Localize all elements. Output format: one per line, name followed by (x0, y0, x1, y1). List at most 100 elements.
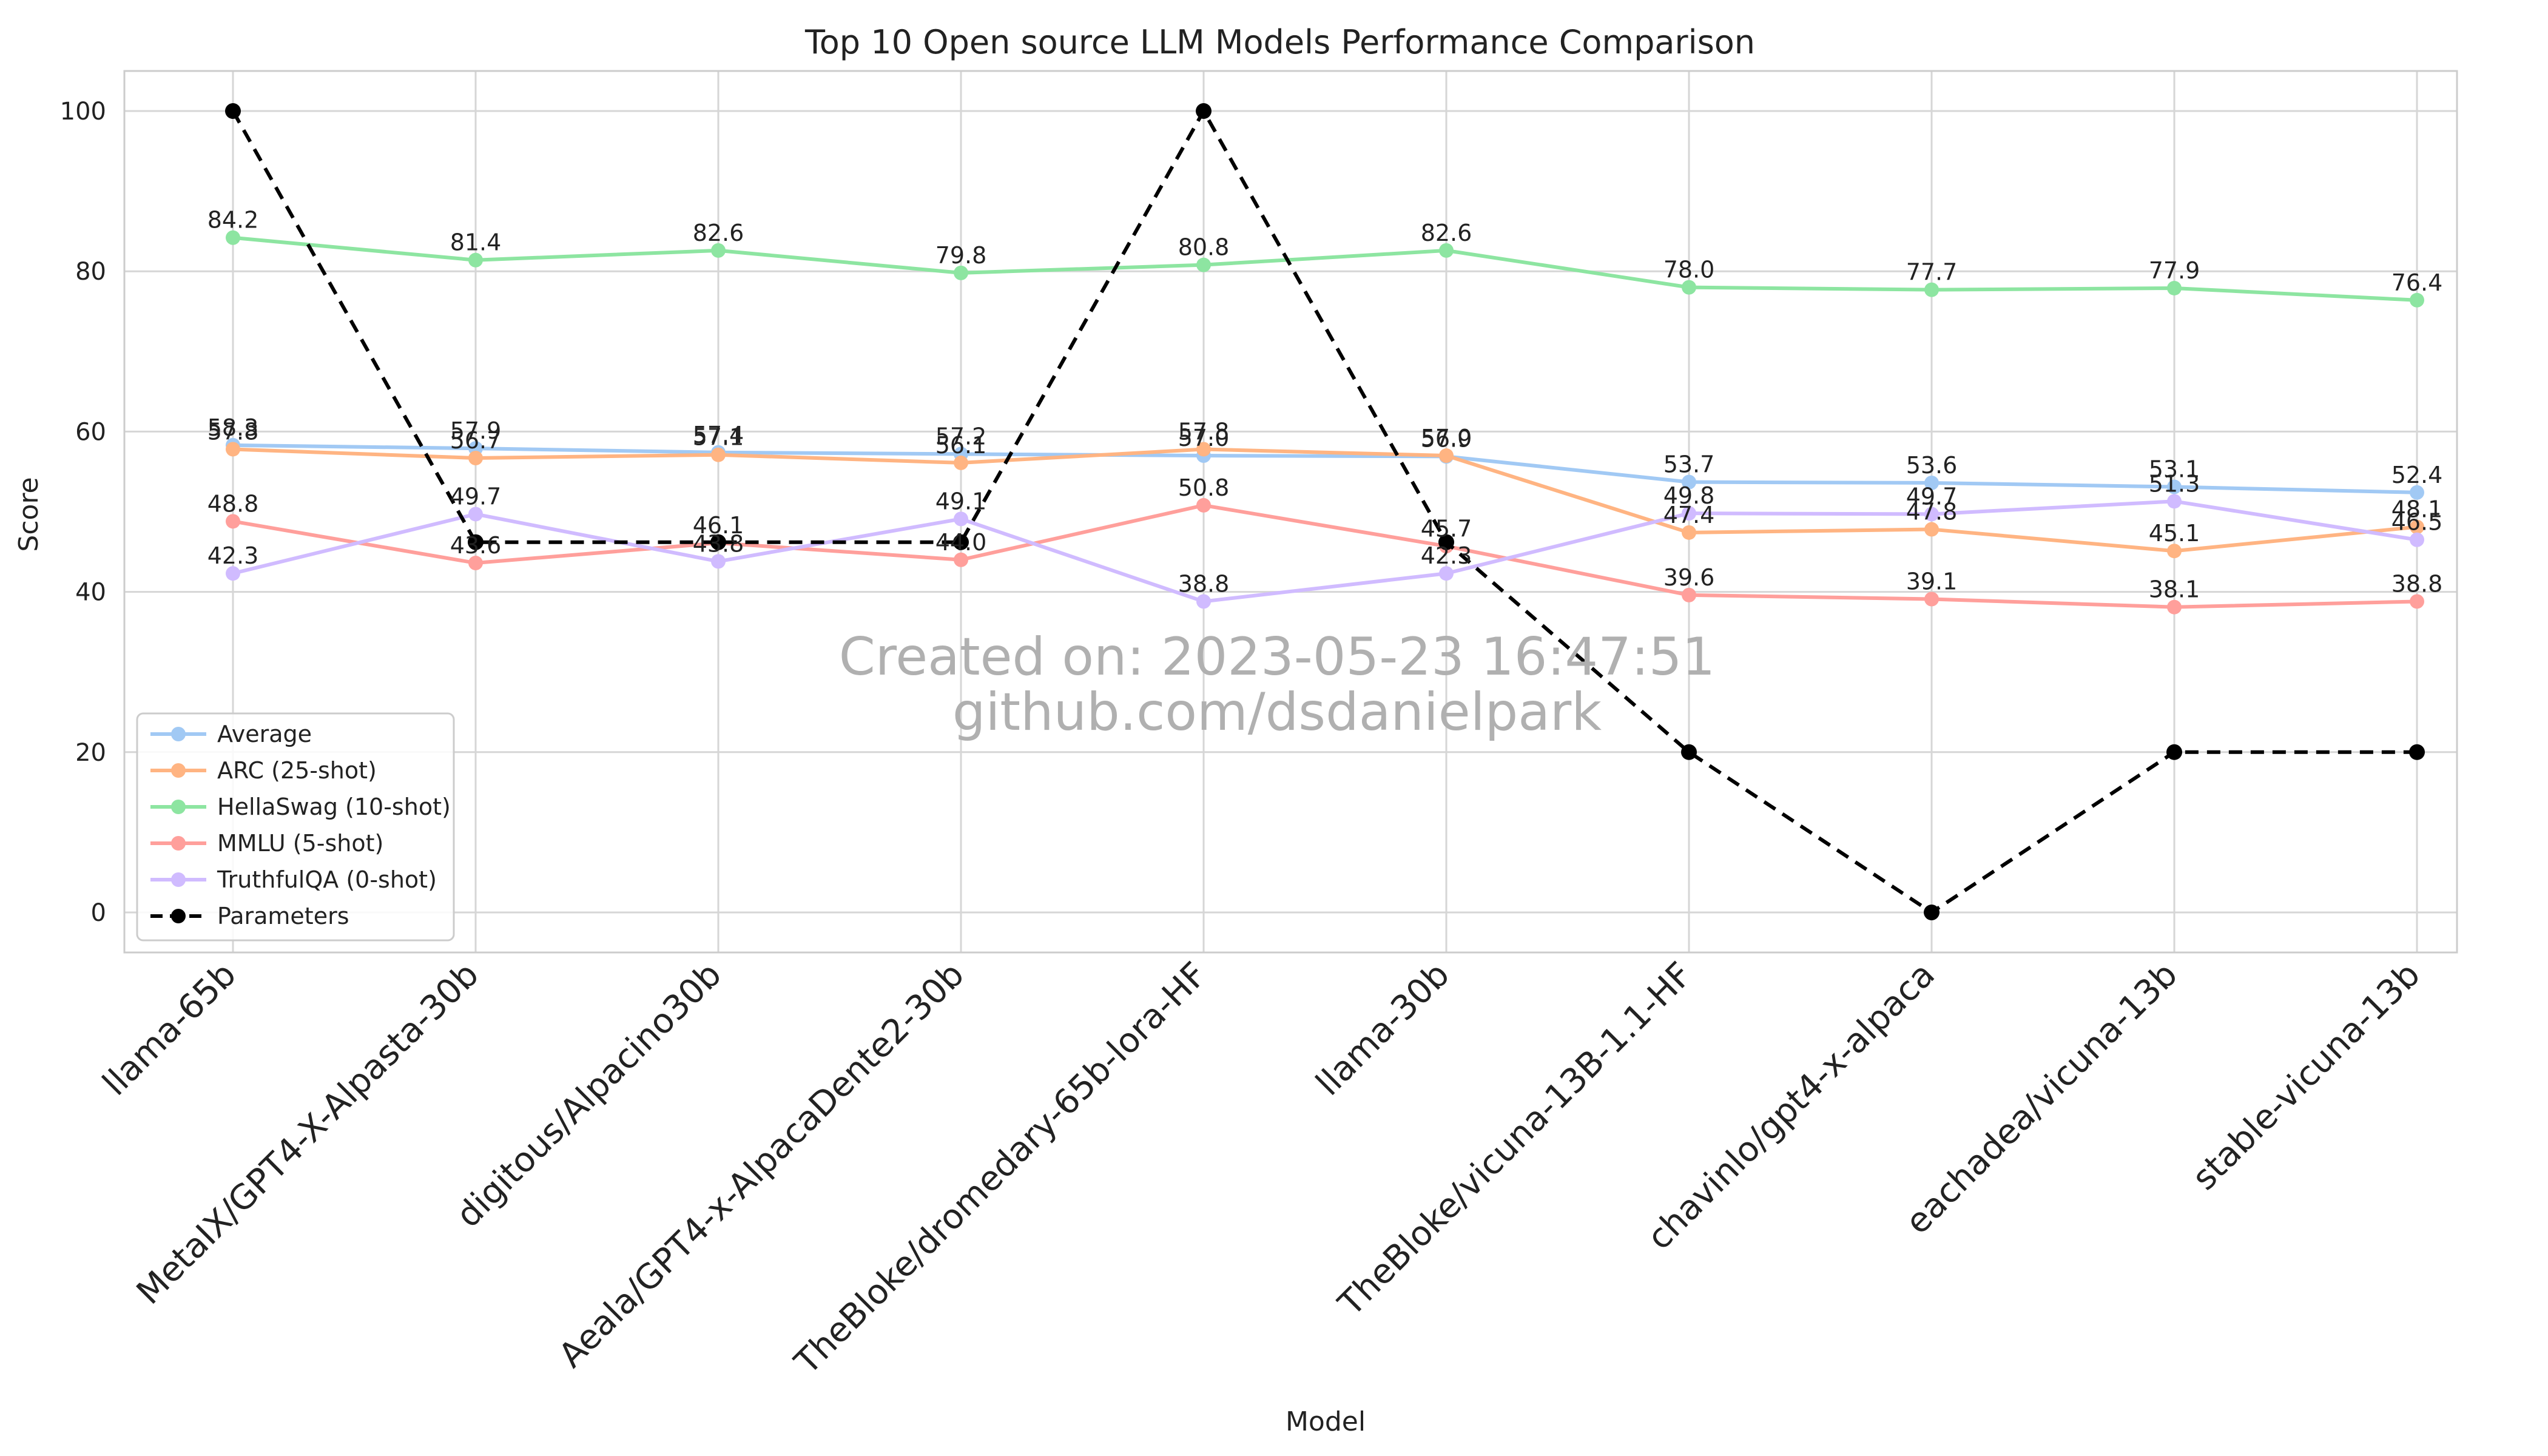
data-label: 56.7 (450, 427, 502, 454)
legend-box (136, 712, 455, 942)
series-line (232, 443, 2418, 494)
y-tick-label: 80 (75, 258, 106, 286)
data-label: 42.3 (207, 542, 259, 569)
data-point (1682, 280, 1696, 295)
data-point (1196, 257, 1211, 272)
y-tick-label: 0 (91, 899, 106, 927)
data-point (2410, 485, 2424, 500)
legend-label: Average (217, 721, 312, 747)
data-point (710, 534, 726, 550)
y-tick-label: 60 (75, 418, 106, 446)
data-label: 57.9 (450, 417, 502, 444)
data-label: 49.8 (1663, 482, 1715, 509)
data-label: 53.6 (1906, 452, 1958, 479)
legend-marker (171, 800, 186, 814)
data-point (225, 103, 241, 120)
x-axis-label: Model (1286, 1406, 1366, 1437)
data-label: 44.0 (935, 529, 987, 556)
data-label: 57.1 (693, 424, 744, 451)
data-point (2410, 594, 2424, 609)
data-point (468, 556, 483, 571)
legend-marker (171, 872, 186, 887)
data-label: 56.9 (1421, 425, 1472, 452)
plot-frame (123, 70, 2458, 954)
data-point (1924, 507, 1939, 522)
data-label: 38.1 (2149, 576, 2200, 603)
data-point (2167, 544, 2182, 559)
data-label: 38.8 (1178, 570, 1230, 597)
series-line (232, 235, 2418, 302)
chart-title: Top 10 Open source LLM Models Performanc… (804, 23, 1755, 61)
data-point (2167, 494, 2182, 509)
data-label: 82.6 (693, 220, 744, 246)
data-label: 82.6 (1421, 220, 1472, 246)
data-point (1682, 525, 1696, 540)
data-point (1924, 522, 1939, 537)
data-labels-layer: 58.3 57.9 57.4 57.2 57.0 56.953.7 53.6 53.1 52.4… (207, 207, 2443, 603)
legend-marker (171, 836, 186, 851)
series-hellaswag-10-shot (226, 230, 2424, 308)
series-parameters (225, 103, 2425, 920)
data-point (954, 552, 968, 567)
data-label: 48.1 (2391, 496, 2443, 523)
data-point (1924, 904, 1940, 920)
data-point (2167, 280, 2182, 295)
data-label: 58.3 (207, 414, 259, 441)
data-point (711, 447, 726, 462)
data-label: 49.1 (935, 488, 987, 514)
data-label: 57.8 (207, 418, 259, 445)
data-point (2410, 519, 2424, 534)
data-point (1681, 744, 1697, 760)
legend-marker (171, 727, 186, 741)
legend-entry: Average (150, 721, 312, 747)
legend-marker (171, 909, 186, 923)
data-label: 52.4 (2391, 462, 2443, 488)
series-line (232, 503, 2418, 609)
data-label: 56.1 (935, 432, 987, 459)
series-layer (225, 103, 2425, 920)
data-label: 48.8 (207, 490, 259, 517)
data-label: 57.2 (935, 423, 987, 450)
data-point (953, 534, 969, 550)
series-truthfulqa-0-shot (226, 494, 2424, 609)
data-point (1682, 506, 1696, 521)
data-label: 47.4 (1663, 502, 1715, 528)
data-point (2166, 744, 2182, 760)
data-label: 39.1 (1906, 568, 1958, 595)
data-point (1196, 594, 1211, 609)
data-label: 57.4 (693, 422, 744, 448)
data-label: 47.8 (1906, 499, 1958, 525)
data-label: 51.3 (2149, 470, 2200, 497)
data-point (1438, 534, 1454, 550)
data-point (1924, 475, 1939, 490)
data-label: 39.6 (1663, 564, 1715, 591)
data-point (1924, 282, 1939, 297)
legend-label: ARC (25-shot) (217, 757, 377, 784)
data-label: 45.7 (1421, 515, 1472, 542)
data-label: 78.0 (1663, 257, 1715, 283)
data-point (1196, 442, 1211, 457)
legend-entry: MMLU (5-shot) (150, 830, 383, 857)
data-point (2167, 479, 2182, 494)
data-point (711, 554, 726, 569)
data-point (1439, 448, 1454, 463)
data-point (1196, 497, 1211, 513)
data-label: 53.1 (2149, 456, 2200, 483)
data-point (1196, 103, 1212, 120)
data-label: 77.7 (1906, 259, 1958, 286)
data-point (1682, 474, 1696, 490)
data-label: 79.8 (935, 242, 987, 269)
legend-label: HellaSwag (10-shot) (217, 794, 451, 820)
data-label: 43.6 (450, 532, 502, 559)
legend-label: MMLU (5-shot) (217, 830, 383, 857)
data-point (954, 455, 968, 470)
series-arc-25-shot (226, 442, 2424, 559)
data-label: 49.7 (450, 483, 502, 510)
data-label: 57.8 (1178, 418, 1230, 445)
data-point (226, 566, 240, 581)
legend-label: Parameters (217, 903, 349, 929)
data-label: 43.8 (693, 530, 744, 557)
data-point (2410, 292, 2424, 308)
data-label: 84.2 (207, 207, 259, 234)
